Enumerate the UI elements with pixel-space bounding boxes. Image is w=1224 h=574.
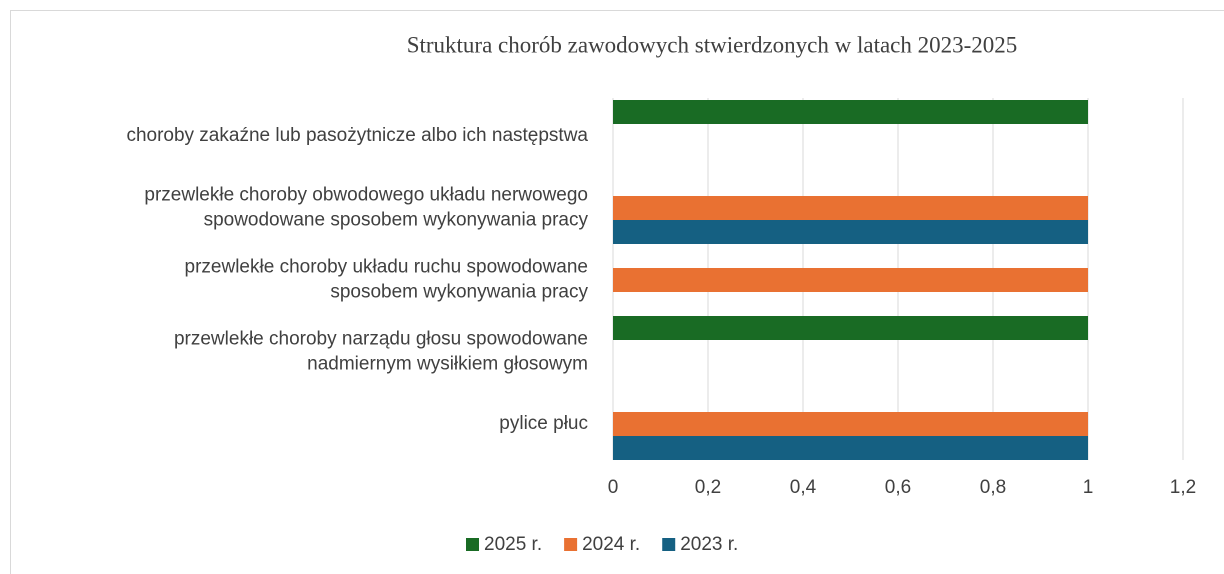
y-tick-label: przewlekłe choroby narządu głosu spowodo… [174, 329, 588, 350]
chart-frame [10, 10, 1224, 574]
legend-swatch [662, 538, 676, 551]
legend-swatch [466, 538, 479, 551]
bar [613, 268, 1088, 292]
bar [613, 196, 1088, 220]
y-tick-label: nadmiernym wysiłkiem głosowym [307, 354, 588, 375]
legend-label: 2023 r. [680, 534, 738, 555]
y-tick-label: pylice płuc [499, 413, 588, 434]
bar [613, 436, 1088, 460]
chart-title: Struktura chorób zawodowych stwierdzonyc… [407, 32, 1018, 57]
legend-label: 2025 r. [484, 534, 542, 555]
bar [613, 412, 1088, 436]
y-tick-label: przewlekłe choroby obwodowego układu ner… [144, 185, 588, 206]
x-tick-label: 0,2 [695, 477, 721, 498]
x-tick-label: 1 [1083, 477, 1094, 498]
bar [613, 220, 1088, 244]
x-tick-label: 1,2 [1170, 477, 1196, 498]
legend-label: 2024 r. [582, 534, 640, 555]
bar [613, 316, 1088, 340]
y-tick-label: przewlekłe choroby układu ruchu spowodow… [185, 257, 588, 278]
bar [613, 100, 1088, 124]
x-tick-label: 0,8 [980, 477, 1006, 498]
y-tick-label: spowodowane sposobem wykonywania pracy [204, 210, 589, 231]
y-tick-label: sposobem wykonywania pracy [330, 282, 588, 303]
y-tick-label: choroby zakaźne lub pasożytnicze albo ic… [126, 125, 588, 146]
x-tick-label: 0,4 [790, 477, 817, 498]
x-tick-label: 0,6 [885, 477, 911, 498]
x-tick-label: 0 [608, 477, 619, 498]
legend-swatch [564, 538, 578, 551]
